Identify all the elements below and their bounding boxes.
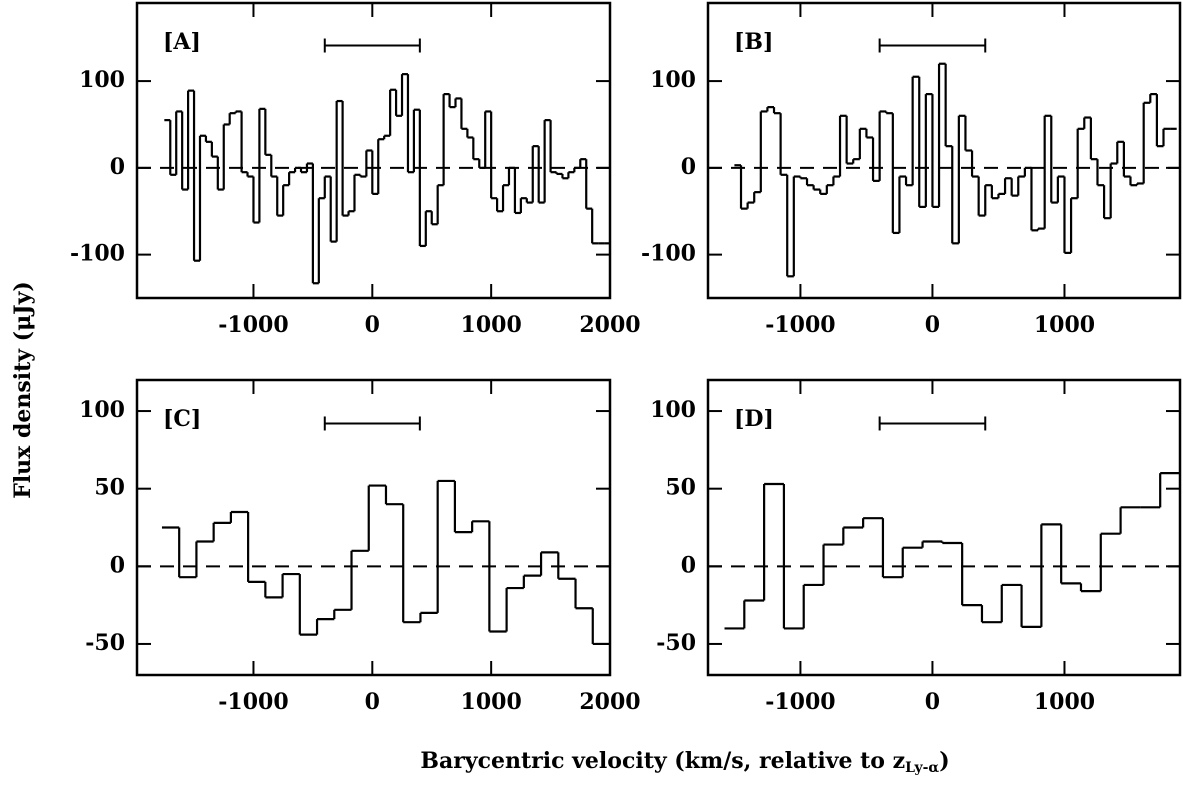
- y-tick-label: 100: [650, 397, 696, 423]
- frame: [135, 1, 612, 300]
- plot-area: [137, 479, 610, 646]
- x-tick-label: 1000: [461, 689, 522, 715]
- y-tick-label: 50: [665, 475, 696, 501]
- x-tick-label: 1000: [1034, 689, 1095, 715]
- x-tick-label: -1000: [765, 312, 835, 338]
- x-tick-label: 1000: [461, 312, 522, 338]
- panel-label: [D]: [734, 406, 774, 432]
- y-tick-label: 100: [650, 67, 696, 93]
- y-tick-label: 0: [681, 154, 696, 180]
- y-axis-label: Flux density (μJy): [10, 281, 36, 499]
- y-tick-label: -50: [85, 630, 125, 656]
- y-tick-label: 0: [110, 154, 125, 180]
- frame: [706, 378, 1182, 677]
- frame: [135, 378, 612, 677]
- x-tick-label: -1000: [218, 312, 288, 338]
- x-tick-label: 0: [925, 689, 940, 715]
- y-tick-label: 100: [79, 397, 125, 423]
- plot-area: [708, 62, 1180, 278]
- x-tick-label: 0: [365, 689, 380, 715]
- x-tick-label: 1000: [1034, 312, 1095, 338]
- y-tick-label: 50: [94, 475, 125, 501]
- x-axis-label-subscript: Ly-α: [905, 760, 939, 776]
- x-axis-label-end: ): [939, 748, 949, 774]
- panel-label: [B]: [734, 29, 773, 55]
- frame: [706, 1, 1182, 300]
- x-axis-label-main: Barycentric velocity (km/s, relative to …: [420, 748, 905, 774]
- x-tick-label: -1000: [765, 689, 835, 715]
- y-tick-label: -100: [70, 241, 125, 267]
- x-tick-label: 2000: [579, 312, 640, 338]
- x-tick-label: 0: [925, 312, 940, 338]
- panel-label: [C]: [163, 406, 201, 432]
- y-tick-label: 0: [110, 552, 125, 578]
- y-tick-label: 0: [681, 552, 696, 578]
- x-axis-label: Barycentric velocity (km/s, relative to …: [420, 748, 949, 776]
- x-tick-label: 0: [365, 312, 380, 338]
- x-tick-label: -1000: [218, 689, 288, 715]
- panel-label: [A]: [163, 29, 201, 55]
- plot-area: [708, 472, 1180, 630]
- plot-area: [137, 73, 610, 285]
- y-tick-label: -50: [656, 630, 696, 656]
- y-tick-label: 100: [79, 67, 125, 93]
- x-tick-label: 2000: [579, 689, 640, 715]
- y-tick-label: -100: [641, 241, 696, 267]
